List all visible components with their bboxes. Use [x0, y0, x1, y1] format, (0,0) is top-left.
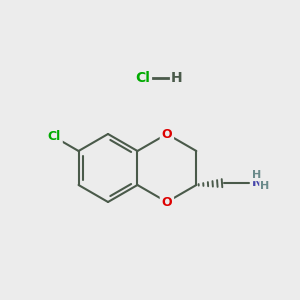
Text: Cl: Cl [48, 130, 61, 143]
Text: O: O [162, 128, 172, 140]
Text: O: O [162, 196, 172, 208]
Text: H: H [260, 181, 270, 191]
Text: H: H [171, 71, 183, 85]
Text: H: H [252, 170, 262, 180]
Text: Cl: Cl [135, 71, 150, 85]
Text: N: N [252, 176, 263, 190]
